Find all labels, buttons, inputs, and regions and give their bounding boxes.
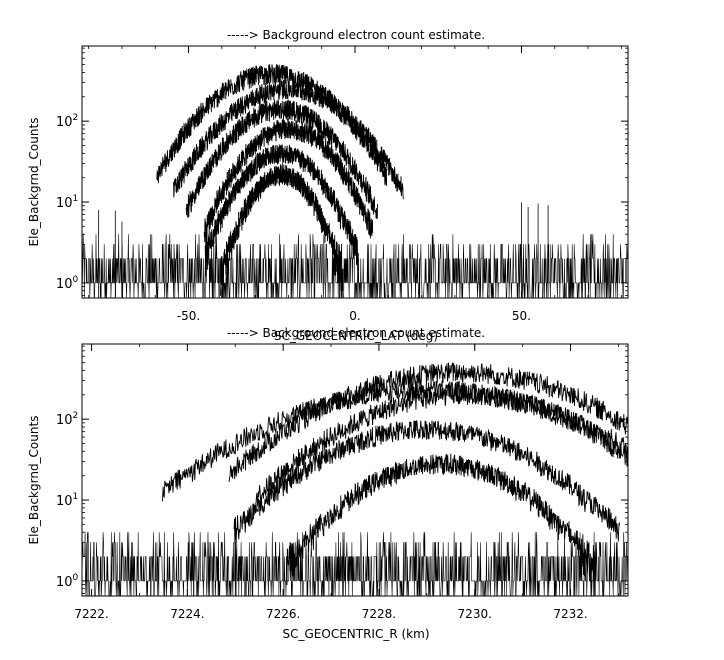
series-1-trace <box>228 362 628 482</box>
x-tick-label: 50. <box>512 309 531 323</box>
y-tick-label: 100 <box>56 573 79 590</box>
series-5-trace <box>204 144 359 277</box>
panel-2-ticks: 7222. 7224. 7226. 7228. 7230. 7232. 100 101 102 <box>56 344 628 621</box>
panel-2-ylabel: Ele_Backgrnd_Counts <box>27 416 41 545</box>
y-tick-label: 100 <box>56 275 79 292</box>
series-3-trace <box>185 99 378 220</box>
panel-1-data <box>82 64 628 298</box>
x-tick-label: 7226. <box>266 607 300 621</box>
panel-radius: -----> Background electron count estimat… <box>27 326 629 641</box>
y-tick-label: 102 <box>56 411 78 428</box>
background-noise-trace <box>82 234 628 298</box>
x-tick-label: 7232. <box>553 607 587 621</box>
x-tick-label: 7228. <box>362 607 396 621</box>
panel-2-xlabel: SC_GEOCENTRIC_R (km) <box>283 627 430 641</box>
y-tick-label: 102 <box>56 113 78 130</box>
background-noise-trace <box>82 532 628 596</box>
series-2-trace <box>173 78 404 200</box>
x-tick-label: 7222. <box>74 607 108 621</box>
panel-2-title: -----> Background electron count estimat… <box>227 326 485 340</box>
panel-1-title: -----> Background electron count estimat… <box>227 28 485 42</box>
x-tick-label: 7224. <box>170 607 204 621</box>
panel-1-xlabel: SC_GEOCENTRIC_LAT (deg) <box>274 329 438 343</box>
y-tick-label: 101 <box>56 492 78 509</box>
series-5-trace <box>286 453 596 596</box>
series-4-trace <box>233 420 621 545</box>
x-tick-label: 0. <box>349 309 360 323</box>
panel-2-frame <box>81 343 629 597</box>
panel-1-ylabel: Ele_Backgrnd_Counts <box>27 118 41 247</box>
series-6-trace <box>220 163 344 298</box>
series-4-trace <box>203 118 374 244</box>
y-tick-label: 101 <box>56 194 78 211</box>
x-tick-label: 7230. <box>458 607 492 621</box>
panel-1-ticks: -50. 0. 50. 100 101 102 <box>56 46 628 323</box>
series-2-trace <box>162 380 628 502</box>
x-tick-label: -50. <box>177 309 200 323</box>
panel-2-data <box>82 362 628 596</box>
series-3-trace <box>255 384 628 507</box>
panel-latitude: -----> Background electron count estimat… <box>27 28 629 343</box>
